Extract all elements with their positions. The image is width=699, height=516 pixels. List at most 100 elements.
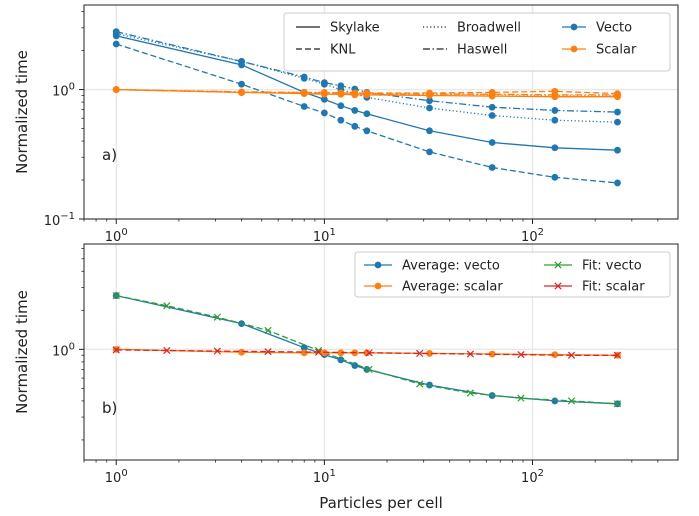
- x-tick-label: 102: [521, 468, 544, 486]
- legend-label: Average: vecto: [402, 259, 500, 274]
- data-point: [320, 89, 328, 96]
- data-point: [488, 350, 496, 358]
- data-point: [488, 90, 496, 98]
- data-point: [337, 349, 345, 357]
- legend-label: Average: scalar: [402, 280, 503, 295]
- legend-marker: [374, 261, 382, 269]
- data-point: [614, 108, 621, 116]
- panel-label: b): [102, 399, 117, 417]
- data-point: [551, 91, 559, 99]
- data-point: [416, 380, 424, 388]
- data-point: [112, 346, 120, 354]
- data-point: [337, 89, 345, 97]
- legend-label: Fit: scalar: [582, 280, 645, 295]
- data-point: [337, 356, 345, 364]
- data-point: [426, 90, 433, 98]
- data-point: [112, 40, 120, 48]
- legend-item-broadwell: Broadwell: [423, 21, 521, 36]
- data-point: [567, 397, 576, 405]
- series-fit-scalar: [112, 346, 622, 359]
- axes-frame: [83, 4, 679, 220]
- panel-a: 100 101 102 10−1 100 Normalized time a) Skylake…: [13, 4, 679, 245]
- data-point: [551, 107, 559, 114]
- legend-item-skylake: Skylake: [296, 21, 380, 36]
- legend-marker: [554, 282, 562, 290]
- series-knl-vecto: [112, 40, 621, 187]
- x-axis-label: Particles per cell: [319, 494, 443, 512]
- x-tick-label: 101: [313, 468, 336, 486]
- data-point: [614, 179, 621, 187]
- data-point: [426, 104, 433, 112]
- data-point: [426, 97, 433, 105]
- data-point: [363, 110, 371, 118]
- panel-label: a): [102, 146, 117, 164]
- legend-marker: [374, 282, 382, 290]
- legend-item-scalar: Scalar: [562, 43, 637, 58]
- data-point: [320, 109, 328, 117]
- data-point: [551, 116, 559, 124]
- data-point: [112, 291, 120, 300]
- legend: Skylake KNL Broadwell Haswell Vecto Scalar: [283, 12, 671, 72]
- data-point: [213, 313, 221, 321]
- data-point: [337, 116, 345, 124]
- y-axis-label: Normalized time: [13, 290, 31, 414]
- data-point: [300, 344, 308, 352]
- data-point: [238, 80, 245, 88]
- legend-item-haswell: Haswell: [423, 43, 507, 58]
- data-point: [416, 349, 424, 358]
- legend-item-vecto: Vecto: [562, 21, 632, 36]
- data-point: [466, 350, 475, 358]
- data-point: [337, 102, 345, 110]
- legend-label: Vecto: [596, 21, 632, 36]
- data-point: [238, 58, 245, 65]
- y-tick-label: 100: [52, 341, 75, 359]
- data-point: [112, 86, 120, 93]
- legend: Average: vecto Average: scalar Fit: vecto F…: [354, 251, 671, 298]
- data-point: [551, 397, 559, 405]
- data-point: [300, 349, 308, 357]
- data-point: [567, 351, 576, 359]
- x-tick-label: 101: [313, 227, 336, 245]
- data-point: [365, 349, 373, 357]
- data-point: [314, 348, 323, 356]
- data-point: [112, 28, 120, 36]
- data-point: [238, 88, 245, 96]
- data-point: [551, 173, 559, 181]
- legend-marker: [570, 45, 578, 53]
- ticks: [79, 248, 659, 465]
- data-point: [351, 89, 359, 97]
- panel-b: 100 101 102 100 Normalized time Particles per…: [13, 243, 679, 512]
- x-tick-label: 100: [105, 468, 128, 486]
- data-point: [426, 148, 433, 156]
- data-point: [351, 107, 359, 114]
- y-axis-label: Normalized time: [13, 50, 31, 174]
- data-point: [488, 164, 496, 171]
- x-tick-label: 100: [105, 227, 128, 245]
- legend-marker: [570, 23, 578, 31]
- data-point: [264, 326, 272, 335]
- legend-label: Fit: vecto: [582, 259, 642, 274]
- data-point: [517, 394, 525, 402]
- legend-label: KNL: [330, 43, 356, 58]
- data-point: [320, 95, 328, 103]
- ticks: [79, 11, 659, 224]
- data-point: [163, 346, 171, 355]
- legend-item-fit-scalar: Fit: scalar: [544, 280, 645, 295]
- data-point: [551, 144, 559, 152]
- data-point: [551, 351, 559, 359]
- data-point: [614, 118, 621, 126]
- data-point: [613, 351, 622, 359]
- series-line: [116, 88, 618, 96]
- data-point: [488, 112, 496, 119]
- series-fit-vecto: [112, 291, 622, 408]
- legend-label: Haswell: [457, 43, 507, 58]
- data-point: [488, 103, 496, 111]
- data-point: [426, 127, 433, 135]
- y-tick-label: 10−1: [44, 211, 75, 229]
- data-point: [363, 127, 371, 135]
- data-point: [363, 366, 371, 373]
- data-point: [363, 349, 371, 357]
- data-point: [365, 365, 373, 374]
- data-point: [320, 79, 328, 87]
- data-point: [351, 122, 359, 130]
